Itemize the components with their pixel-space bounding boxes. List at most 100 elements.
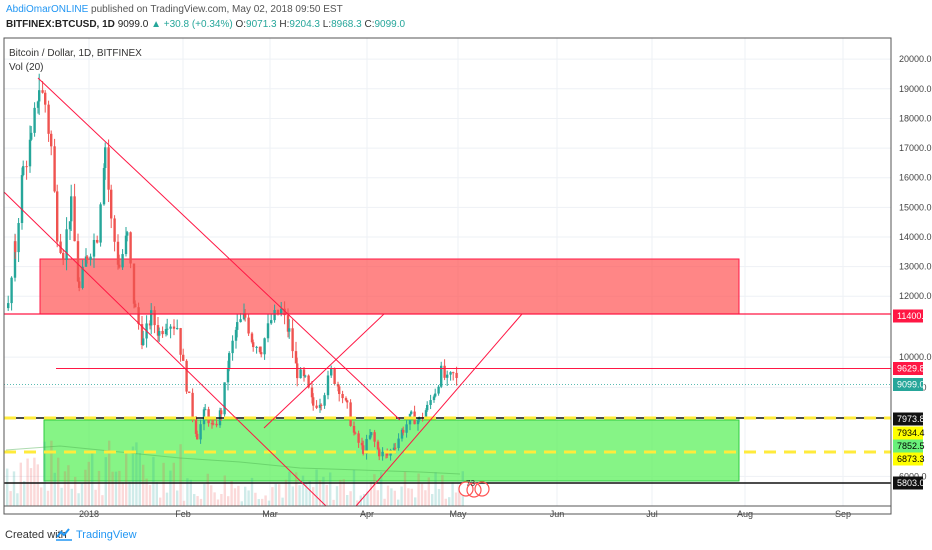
volume-bar [87,461,90,506]
candle-body [142,338,145,346]
candle-body [288,328,291,332]
volume-bar [23,480,26,506]
volume-bar [97,470,101,506]
volume-bar [230,481,233,506]
volume-bar [36,464,39,506]
candle-body [25,166,28,168]
candle-body [129,232,132,264]
volume-bar [431,494,434,506]
candle-body [318,404,322,408]
volume-bar [196,496,199,506]
volume-bar [165,492,169,506]
low-label: L: [322,19,332,30]
candle-body [234,329,238,341]
volume-bar [138,453,141,506]
candle-body [44,92,47,105]
candle-body [443,365,446,378]
candle-body [416,420,420,425]
volume-bar [274,483,277,506]
price-tick-label: 17000.0 [899,143,932,153]
candle-body [354,432,357,434]
author-link[interactable]: AbdiOmarONLINE [6,4,89,15]
candle-body [344,398,348,401]
candle-body [252,342,255,348]
candle-body [291,328,294,352]
volume-bar [356,500,359,506]
candle-body [124,235,128,255]
price-tick-label: 12000.0 [899,291,932,301]
volume-bar [12,471,16,506]
price-badge [893,378,923,391]
time-tick-label: Feb [175,509,191,519]
price-tick-label: 14000.0 [899,232,932,242]
candle-body [191,392,194,418]
candle-body [255,346,258,348]
volume-bar [210,485,213,506]
time-tick-label: 2018 [79,509,99,519]
candle-body [38,90,41,102]
volume-bar [172,462,175,506]
high-label: H: [279,19,290,30]
volume-bar [325,485,328,506]
candle-body [17,223,20,253]
time-tick-label: Jul [646,509,658,519]
volume-bar [424,490,427,506]
candle-body [341,394,344,399]
price-badge [893,476,923,490]
volume-bar [101,495,104,506]
volume-bar [400,486,403,506]
volume-bar [393,490,396,506]
volume-bar [152,456,155,506]
candle-body [440,365,443,387]
candle-body [312,397,315,406]
volume-bar [227,496,230,506]
candle-body [239,319,242,323]
candle-body [299,369,302,379]
price-tick-label: 18000.0 [899,113,932,123]
candle-body [223,382,226,415]
open-value: 9071.3 [246,19,277,30]
price-chart[interactable]: Bitcoin / Dollar, 1D, BITFINEX Vol (20) … [0,0,932,520]
tradingview-brand-link[interactable]: TradingView [76,529,137,541]
price-axis[interactable]: 20000.0 19000.0 18000.0 17000.0 16000.0 15000… [899,54,932,481]
volume-bar [458,491,461,506]
published-text: published on TradingView.com, May 02, 20… [91,4,343,15]
volume-bar [410,488,413,506]
candle-body [28,139,32,167]
volume-bar [380,472,383,506]
price-tick-label: 15000.0 [899,202,932,212]
candle-body [81,266,84,288]
candle-body [176,328,179,330]
candle-body [86,256,89,260]
candle-body [89,256,92,260]
volume-bar [318,480,322,506]
volume-bar [142,464,145,506]
candle-body [22,166,25,176]
candle-body [166,328,169,330]
candle-body [169,326,172,329]
candle-body [336,383,340,387]
candle-body [47,104,50,134]
candle-body [33,107,36,133]
candle-body [132,263,136,304]
price-badges: 11400.4 9629.8 9099.0 7973.8 7934.4 7852.5 687… [893,309,929,490]
candle-body [182,354,185,361]
volume-bar [169,470,172,506]
candle-body [236,322,239,330]
volume-bar [53,472,56,506]
candle-body [296,363,299,379]
candle-body [41,90,44,93]
time-axis[interactable]: 2018 Feb Mar Apr May Jun Jul Aug Sep [79,509,851,519]
volume-bar [451,482,454,506]
candle-body [50,133,53,147]
volume-bar [233,488,237,506]
time-tick-label: Mar [262,509,278,519]
candle-body [394,447,397,449]
trend-line-down-major [37,77,401,421]
symbol-label[interactable]: BITFINEX:BTCUSD, 1D [6,19,115,30]
candle-body [400,429,404,439]
candle-body [7,303,10,309]
candle-body [185,360,188,392]
candle-body [92,239,96,257]
candle-body [365,438,368,454]
